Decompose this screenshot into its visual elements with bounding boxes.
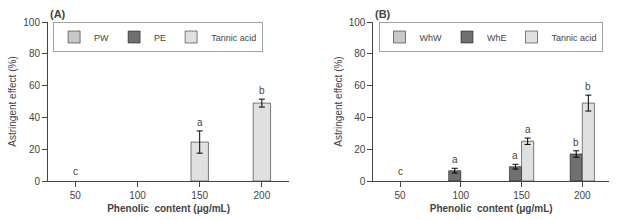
svg-text:Phenolic content (μg/mL): Phenolic content (μg/mL): [107, 203, 230, 214]
svg-text:a: a: [512, 150, 518, 161]
svg-text:40: 40: [29, 112, 41, 123]
svg-text:20: 20: [354, 144, 366, 155]
svg-text:b: b: [259, 85, 265, 96]
svg-text:c: c: [398, 166, 403, 177]
svg-text:b: b: [573, 137, 579, 148]
svg-text:Astringent effect (%): Astringent effect (%): [333, 56, 344, 146]
svg-text:a: a: [197, 117, 203, 128]
svg-text:PW: PW: [94, 33, 109, 43]
svg-text:200: 200: [254, 190, 271, 201]
svg-text:Astringent effect (%): Astringent effect (%): [7, 56, 18, 146]
svg-text:100: 100: [23, 17, 40, 28]
svg-text:c: c: [73, 166, 78, 177]
svg-text:Tannic acid: Tannic acid: [211, 33, 256, 43]
svg-text:20: 20: [29, 144, 41, 155]
svg-text:(B): (B): [375, 8, 391, 20]
svg-text:(A): (A): [50, 8, 66, 20]
svg-text:0: 0: [34, 176, 40, 187]
svg-text:150: 150: [513, 190, 530, 201]
svg-text:80: 80: [29, 48, 41, 59]
svg-text:100: 100: [129, 190, 146, 201]
svg-text:60: 60: [354, 80, 366, 91]
svg-text:PE: PE: [154, 33, 166, 43]
svg-text:150: 150: [191, 190, 208, 201]
svg-text:50: 50: [395, 190, 407, 201]
svg-text:Phenolic content (μg/mL): Phenolic content (μg/mL): [430, 203, 553, 214]
svg-text:100: 100: [349, 17, 366, 28]
svg-text:40: 40: [354, 112, 366, 123]
svg-text:100: 100: [452, 190, 469, 201]
svg-text:50: 50: [70, 190, 82, 201]
svg-text:200: 200: [574, 190, 591, 201]
svg-text:80: 80: [354, 48, 366, 59]
svg-text:0: 0: [360, 176, 366, 187]
svg-text:WhW: WhW: [419, 33, 442, 43]
svg-text:WhE: WhE: [487, 33, 507, 43]
svg-text:a: a: [525, 124, 531, 135]
svg-text:60: 60: [29, 80, 41, 91]
svg-text:a: a: [452, 154, 458, 165]
svg-text:Tannic acid: Tannic acid: [552, 33, 597, 43]
svg-text:b: b: [585, 81, 591, 92]
